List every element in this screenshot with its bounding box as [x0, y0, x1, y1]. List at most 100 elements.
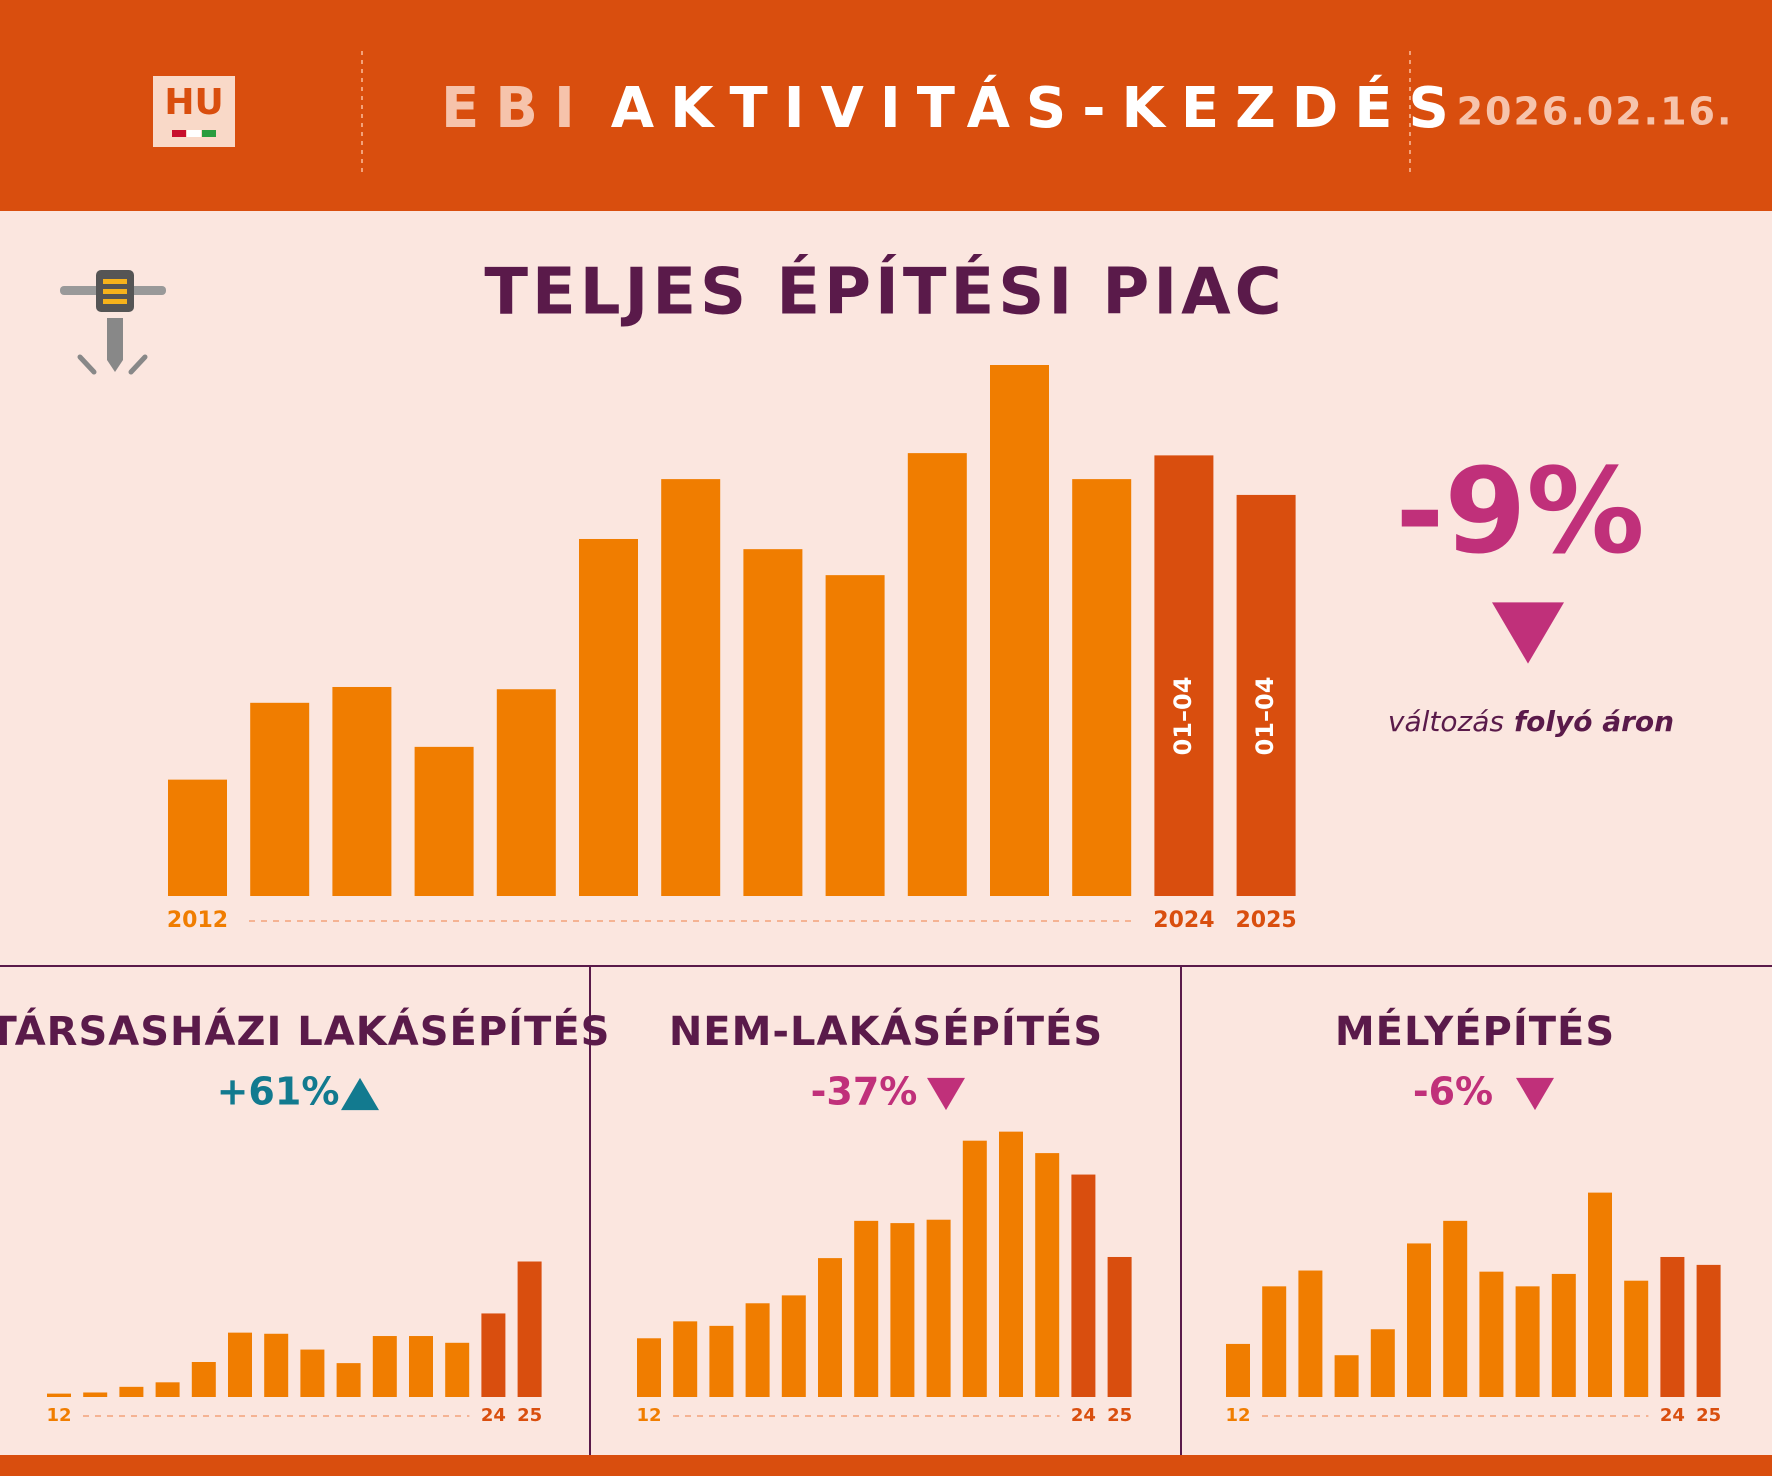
x-tick-label: 24 — [1071, 1405, 1096, 1426]
bar — [1298, 1270, 1323, 1397]
change-value: -37% — [811, 1070, 918, 1114]
bar — [854, 1220, 879, 1397]
flag-red — [172, 130, 186, 137]
bar — [168, 779, 227, 896]
trend-arrow — [927, 1077, 965, 1111]
bar — [1660, 1256, 1685, 1397]
bar — [1154, 455, 1214, 896]
bar — [496, 689, 556, 896]
x-tick-label: 24 — [481, 1405, 506, 1426]
bar — [300, 1349, 325, 1397]
bar — [445, 1342, 470, 1397]
bar — [1696, 1264, 1721, 1397]
bar-annotation: 01–04 — [1251, 677, 1279, 756]
change-note-bold: folyó áron — [1514, 705, 1674, 738]
bar — [1262, 1286, 1287, 1397]
change-note: változás folyó áron — [1388, 705, 1674, 738]
x-tick-label: 24 — [1660, 1405, 1685, 1426]
bar — [83, 1392, 108, 1397]
bar — [637, 1338, 661, 1397]
header-title: EBI AKTIVITÁS-KEZDÉS — [441, 75, 1465, 141]
bar — [962, 1140, 987, 1397]
bar — [517, 1261, 542, 1397]
bar — [1107, 1256, 1132, 1397]
header-date: 2026.02.16. — [1457, 90, 1734, 134]
footer-strip — [0, 1455, 1772, 1476]
bar — [999, 1131, 1023, 1397]
header-title-light: EBI — [441, 76, 591, 141]
trend-arrow — [1516, 1077, 1554, 1111]
chart-title: MÉLYÉPÍTÉS — [1335, 1007, 1615, 1055]
icon-bit — [107, 318, 123, 372]
x-tick-label: 12 — [636, 1405, 661, 1426]
bar — [1624, 1280, 1649, 1397]
change-value: +61% — [217, 1070, 340, 1114]
x-tick-label: 25 — [1107, 1405, 1132, 1426]
chart-title: TÁRSASHÁZI LAKÁSÉPÍTÉS — [0, 1007, 610, 1055]
x-tick-label: 25 — [517, 1405, 542, 1426]
bar — [1588, 1192, 1612, 1397]
bar — [1370, 1329, 1395, 1397]
bar — [119, 1386, 144, 1397]
bar — [781, 1295, 806, 1397]
bar — [1443, 1220, 1468, 1397]
bar — [1236, 494, 1296, 896]
bar — [414, 746, 474, 896]
bar — [372, 1336, 397, 1397]
trend-arrow — [341, 1077, 379, 1111]
bar — [1035, 1153, 1060, 1397]
bar — [228, 1332, 252, 1397]
header — [0, 0, 1772, 211]
bar — [481, 1313, 506, 1397]
logo-text: HU — [164, 82, 223, 123]
bar — [709, 1325, 734, 1397]
bar — [264, 1333, 289, 1397]
change-note-text: változás — [1388, 705, 1504, 738]
x-tick-label: 12 — [46, 1405, 71, 1426]
trend-arrow — [1492, 602, 1564, 664]
bar — [926, 1219, 951, 1397]
flag-green — [202, 130, 216, 137]
bar — [409, 1336, 433, 1397]
bar — [1072, 479, 1132, 896]
bar — [1479, 1271, 1504, 1397]
bar — [1407, 1243, 1431, 1397]
icon-spark — [128, 354, 148, 375]
bar — [1334, 1355, 1359, 1397]
bar — [336, 1363, 361, 1397]
icon-stripe — [103, 299, 127, 304]
bar-annotation: 01–04 — [1169, 677, 1197, 756]
bar — [743, 549, 803, 896]
x-tick-label: 2025 — [1235, 908, 1296, 933]
bar — [1071, 1174, 1096, 1397]
bar — [673, 1321, 698, 1397]
chart-title: NEM-LAKÁSÉPÍTÉS — [669, 1007, 1103, 1055]
bar — [818, 1258, 842, 1397]
header-title-main: AKTIVITÁS-KEZDÉS — [611, 75, 1465, 141]
icon-stripe — [103, 289, 127, 294]
x-tick-label: 12 — [1225, 1405, 1250, 1426]
x-tick-label: 2012 — [167, 908, 228, 933]
bar — [579, 538, 638, 896]
bar — [661, 479, 721, 896]
bar — [990, 365, 1049, 896]
bar — [1226, 1343, 1250, 1397]
bar — [47, 1393, 71, 1397]
bar — [1551, 1273, 1576, 1397]
icon-stripe — [103, 279, 127, 284]
chart-title: TELJES ÉPÍTÉSI PIAC — [484, 254, 1285, 330]
bar — [250, 702, 310, 896]
bar — [332, 686, 392, 896]
bar — [890, 1223, 915, 1397]
x-tick-label: 25 — [1696, 1405, 1721, 1426]
bar — [1515, 1286, 1540, 1397]
change-value: -9% — [1395, 442, 1644, 580]
bar — [825, 575, 885, 896]
bar — [155, 1382, 180, 1397]
jackhammer-icon — [60, 270, 166, 375]
bar — [191, 1361, 216, 1397]
change-value: -6% — [1413, 1070, 1493, 1114]
x-tick-label: 2024 — [1153, 908, 1214, 933]
icon-spark — [77, 354, 97, 375]
